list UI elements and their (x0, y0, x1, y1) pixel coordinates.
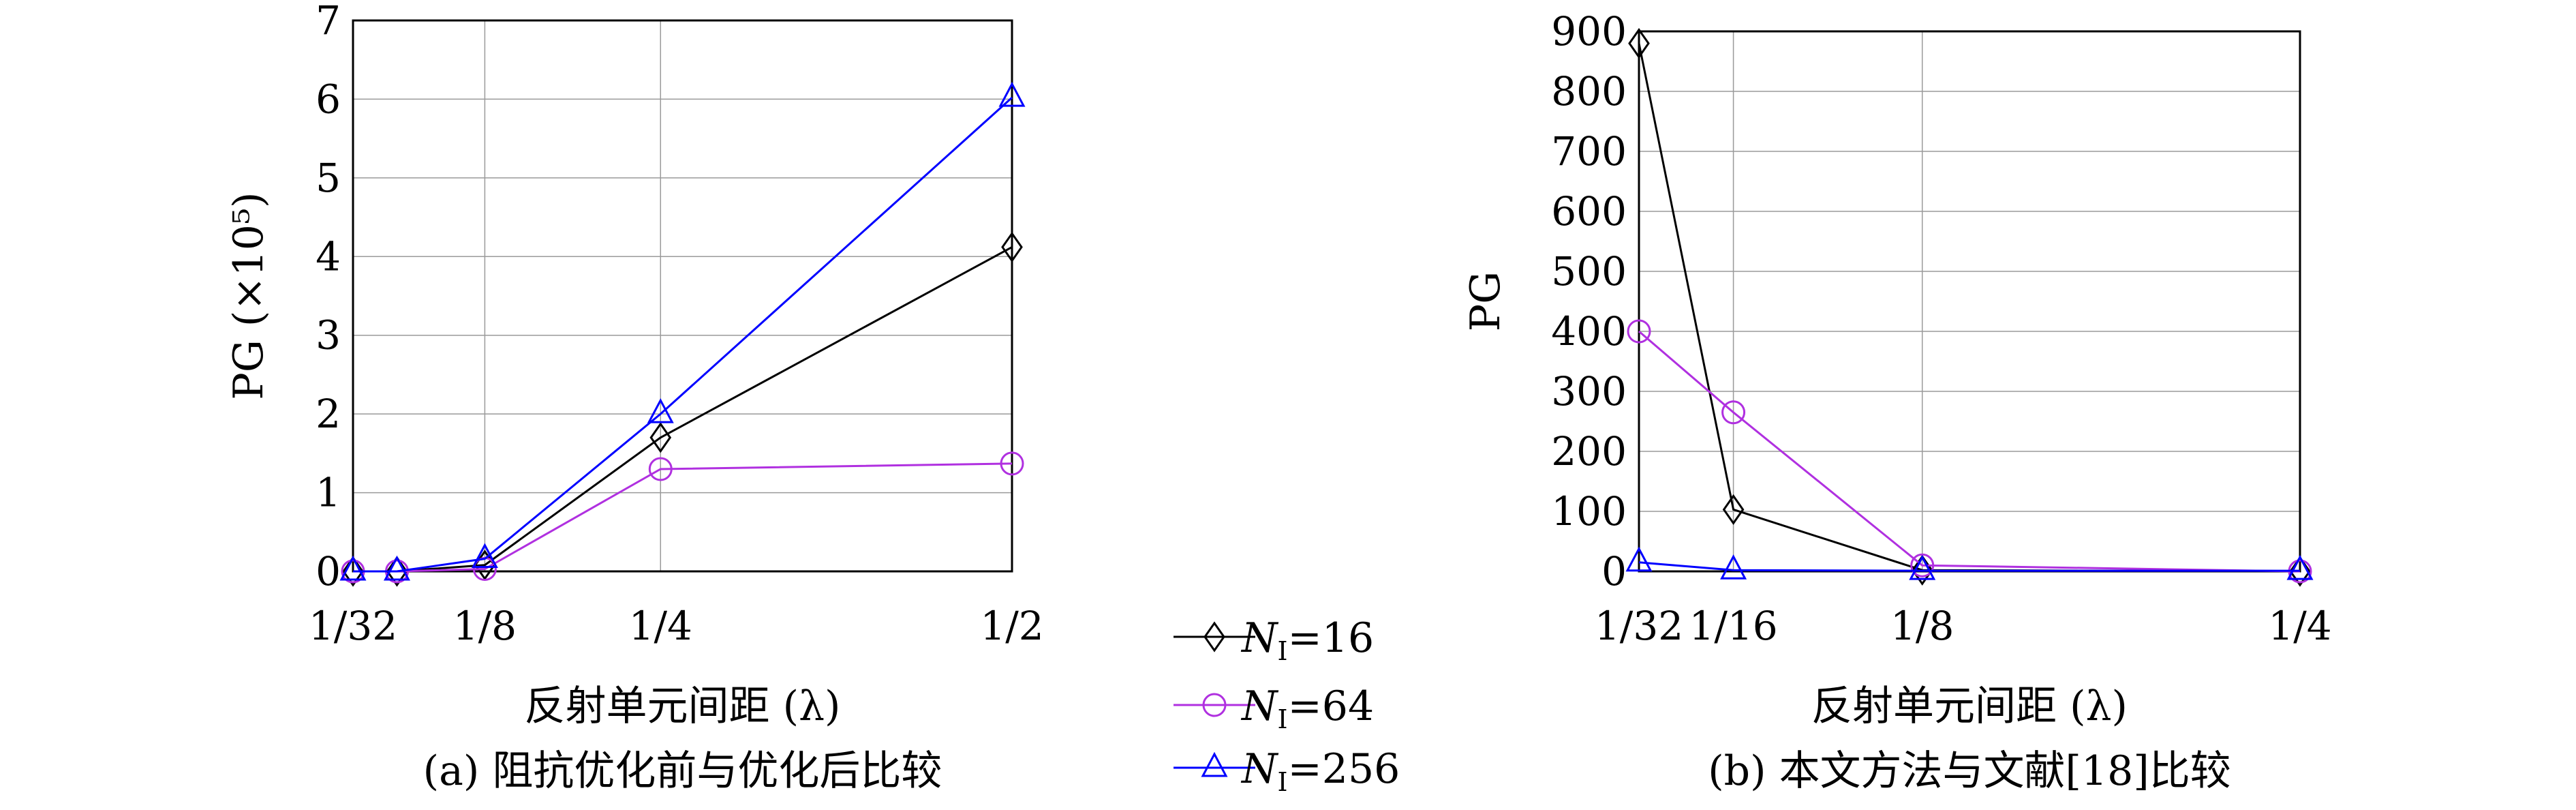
series-line-1 (1638, 330, 2301, 573)
data-point-circle (1721, 400, 1746, 425)
legend-value: =256 (1288, 745, 1400, 793)
data-point-circle (648, 457, 673, 481)
series-line-0 (353, 246, 1013, 573)
y-tick-label: 800 (1551, 68, 1627, 115)
legend-entry-ni-16: NI=16 (1174, 614, 1374, 666)
legend-label-ni-256: NI=256 (1240, 745, 1400, 797)
series-line-0 (1638, 43, 2301, 573)
chart-b-grid (1638, 31, 2301, 572)
chart-b-series (1625, 27, 2314, 587)
y-tick-label: 6 (316, 76, 341, 122)
legend-triangle-marker (1201, 751, 1228, 777)
x-tick-label: 1/8 (453, 603, 517, 649)
legend-entry-ni-256: NI=256 (1174, 745, 1400, 797)
y-tick-label: 2 (316, 391, 341, 437)
y-tick-label: 0 (316, 548, 341, 595)
x-tick-label: 1/2 (980, 603, 1043, 649)
legend-subscript: I (1278, 636, 1288, 666)
data-point-triangle (998, 81, 1026, 107)
series-line-2 (1638, 561, 2300, 572)
legend-label-ni-64: NI=64 (1240, 682, 1374, 734)
chart-a-ticks: 0 1 2 3 4 5 6 7 1/32 1/8 1/4 1/2 (309, 0, 1044, 649)
y-tick-label: 3 (316, 312, 341, 359)
data-point-circle (1627, 319, 1651, 344)
chart-b-frame (1638, 30, 2301, 573)
y-tick-label: 400 (1551, 308, 1627, 355)
legend-circle-marker (1202, 693, 1227, 717)
chart-b: 0 100 200 300 400 500 600 700 800 900 1/32 1/16 1/8 1… (1462, 8, 2332, 795)
y-tick-label: 900 (1551, 8, 1627, 55)
data-point-circle (1000, 451, 1024, 476)
y-tick-label: 200 (1551, 428, 1627, 475)
data-point-diamond (342, 556, 364, 587)
y-tick-label: 5 (316, 155, 341, 201)
data-point-triangle (471, 543, 498, 569)
data-point-diamond (1001, 231, 1023, 263)
data-point-circle (1910, 553, 1935, 578)
chart-a: 0 1 2 3 4 5 6 7 1/32 1/8 1/4 1/2 PG (×10⁵) 反射单元间距 (… (225, 0, 1044, 795)
y-tick-label: 100 (1551, 488, 1627, 535)
series-line-1 (353, 462, 1013, 573)
x-tick-label: 1/4 (629, 603, 692, 649)
legend-subscript: I (1278, 704, 1288, 734)
legend-label-ni-16: NI=16 (1240, 614, 1374, 666)
y-tick-label: 300 (1551, 368, 1627, 415)
legend-diamond-marker (1203, 621, 1225, 652)
data-point-triangle (647, 397, 674, 423)
chart-a-x-axis-label: 反射单元间距 (λ) (525, 682, 841, 730)
y-tick-label: 500 (1551, 248, 1627, 295)
legend-value: =16 (1288, 614, 1375, 662)
data-point-triangle (383, 555, 410, 581)
data-point-triangle (339, 555, 367, 581)
data-point-triangle (2286, 554, 2314, 580)
y-tick-label: 4 (316, 233, 341, 280)
y-tick-label: 600 (1551, 188, 1627, 235)
legend-value: =64 (1288, 682, 1375, 730)
y-tick-label: 700 (1551, 128, 1627, 175)
chart-a-y-axis-label: PG (×10⁵) (225, 192, 273, 400)
chart-a-frame (352, 19, 1013, 573)
legend: NI=16 NI=64 NI=256 (1174, 614, 1400, 797)
chart-b-caption: (b) 本文方法与文献[18]比较 (1708, 747, 2230, 795)
data-point-diamond (2289, 556, 2311, 587)
chart-a-caption: (a) 阻抗优化前与优化后比较 (423, 747, 942, 795)
data-point-triangle (1909, 554, 1936, 580)
x-tick-label: 1/32 (309, 603, 397, 649)
chart-a-series (339, 81, 1026, 587)
series-line-2 (353, 97, 1013, 573)
data-point-diamond (649, 422, 672, 453)
legend-entry-ni-64: NI=64 (1174, 682, 1374, 734)
chart-b-x-axis-label: 反射单元间距 (λ) (1811, 682, 2128, 730)
x-tick-label: 1/4 (2268, 603, 2331, 649)
data-point-diamond (386, 556, 408, 587)
y-tick-label: 1 (316, 470, 341, 516)
legend-symbol: N (1240, 682, 1279, 730)
legend-subscript: I (1278, 767, 1288, 797)
chart-b-ticks: 0 100 200 300 400 500 600 700 800 900 1/32 1/16 1/8 1… (1551, 8, 2331, 649)
data-point-triangle (1625, 546, 1653, 572)
data-point-diamond (1628, 27, 1650, 59)
y-tick-label: 7 (316, 0, 341, 44)
legend-symbol: N (1240, 745, 1279, 793)
y-tick-label: 0 (1601, 548, 1627, 595)
chart-a-grid (352, 20, 1013, 572)
x-tick-label: 1/16 (1689, 603, 1777, 649)
legend-symbol: N (1240, 614, 1279, 662)
data-point-diamond (1722, 494, 1745, 525)
x-tick-label: 1/8 (1890, 603, 1954, 649)
chart-b-y-axis-label: PG (1462, 271, 1509, 331)
data-point-triangle (1720, 554, 1747, 580)
x-tick-label: 1/32 (1595, 603, 1683, 649)
